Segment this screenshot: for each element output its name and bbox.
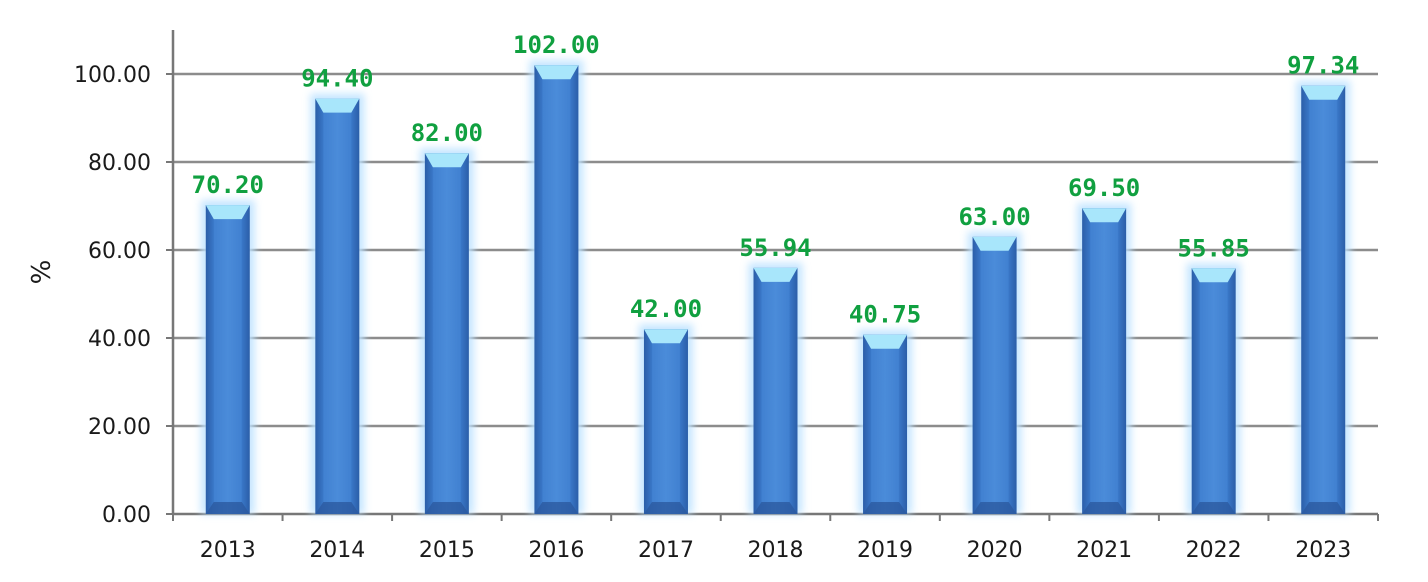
gridlines [173,72,1378,428]
y-tick-label: 80.00 [88,151,151,176]
y-tick-label: 20.00 [88,415,151,440]
axes: 0.00 20.00 40.00 60.00 80.00 100.00 2013 2014 20… [74,30,1379,563]
data-label-2020: 63.00 [958,203,1030,231]
y-tick-label: 40.00 [88,327,151,352]
x-tick-label: 2017 [638,538,694,563]
bar-2014 [310,93,365,514]
data-label-2017: 42.00 [630,295,702,323]
x-tick-label: 2018 [748,538,804,563]
x-tick-label: 2014 [309,538,365,563]
bar-2015 [419,148,474,514]
x-tick-label: 2023 [1295,538,1351,563]
data-label-2015: 82.00 [411,119,483,147]
bar-2022 [1186,263,1241,514]
x-tick-label: 2013 [200,538,256,563]
x-tick-label: 2021 [1076,538,1132,563]
data-label-2023: 97.34 [1287,52,1359,80]
y-tick-label: 60.00 [88,239,151,264]
bar-2020 [967,231,1022,515]
data-label-2016: 102.00 [513,31,600,59]
data-label-2022: 55.85 [1178,234,1250,262]
bar-2017 [638,324,693,514]
y-tick-label: 0.00 [102,503,151,528]
bar-2023 [1296,80,1351,514]
x-tick-label: 2019 [857,538,913,563]
bars [200,60,1351,515]
data-labels: 70.20 94.40 82.00 102.00 42.00 55.94 40.75 63.0… [192,31,1360,329]
bar-2019 [858,329,913,514]
bar-2021 [1077,203,1132,514]
bar-2018 [748,262,803,514]
bar-2013 [200,200,255,514]
x-tick-label: 2015 [419,538,475,563]
data-label-2013: 70.20 [192,171,264,199]
y-axis-label: % [27,260,57,285]
data-label-2018: 55.94 [739,234,811,262]
x-tick-label: 2020 [967,538,1023,563]
x-tick-label: 2022 [1186,538,1242,563]
data-label-2019: 40.75 [849,301,921,329]
data-label-2014: 94.40 [301,65,373,93]
bar-2016 [529,60,584,514]
x-tick-label: 2016 [528,538,584,563]
y-tick-label: 100.00 [74,63,151,88]
data-label-2021: 69.50 [1068,174,1140,202]
